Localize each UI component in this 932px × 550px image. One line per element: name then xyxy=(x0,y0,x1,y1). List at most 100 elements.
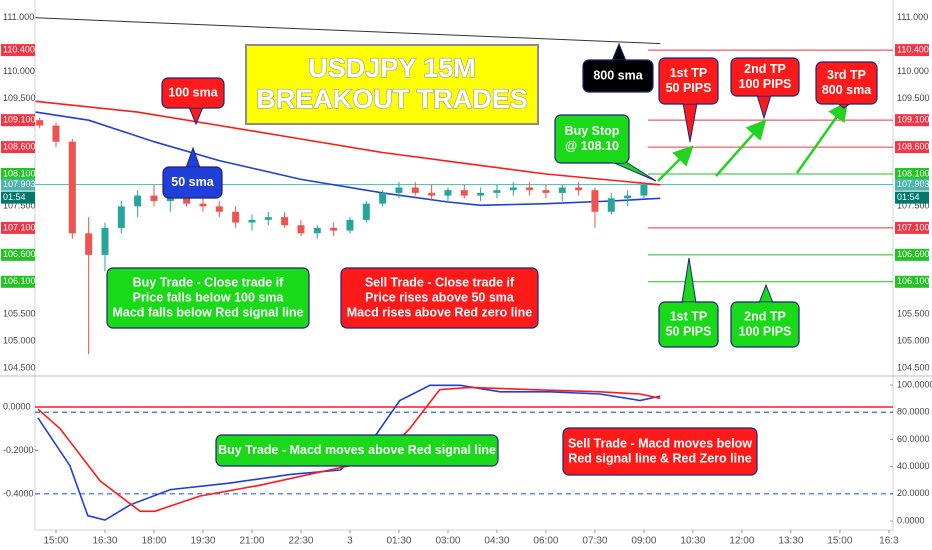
axis-label: 109.500 xyxy=(3,93,36,103)
axis-label: 104.500 xyxy=(3,362,36,372)
axis-label-background xyxy=(895,178,929,191)
candle-body xyxy=(575,187,583,191)
x-tick-label: 21:00 xyxy=(239,536,264,547)
axis-label: 108.100 xyxy=(897,168,930,178)
callout-box xyxy=(658,301,719,348)
axis-label: 107.500 xyxy=(897,201,930,211)
candle-body xyxy=(395,187,403,193)
candle-body xyxy=(607,198,615,212)
axis-label-background xyxy=(1,114,35,127)
candle-body xyxy=(150,195,158,201)
callout-text: Sell Trade - Macd moves below xyxy=(568,436,752,450)
x-tick-label: 16:30 xyxy=(92,536,117,547)
axis-label-background xyxy=(895,141,929,154)
candle-body xyxy=(313,227,321,234)
axis-label: -0.4000 xyxy=(3,488,34,498)
candle-body xyxy=(542,190,550,193)
x-tick-label: 10:30 xyxy=(680,536,705,547)
axis-label: 108.600 xyxy=(3,141,36,151)
callout-text: 2nd TP xyxy=(744,309,786,323)
candle-body xyxy=(346,219,354,231)
candle-body xyxy=(444,190,452,196)
x-tick-label: 18:00 xyxy=(141,536,166,547)
axis-label-background xyxy=(1,141,35,154)
axis-label: 40.0000 xyxy=(897,461,930,471)
axis-label: 01:54 xyxy=(897,192,920,202)
arrow xyxy=(795,100,848,174)
axis-label: 60.0000 xyxy=(897,434,930,444)
axis-label: 106.600 xyxy=(897,249,930,259)
axis-label: 107.500 xyxy=(3,201,36,211)
x-tick-label: 22:30 xyxy=(288,536,313,547)
x-tick-label: 15:00 xyxy=(827,536,852,547)
callout-text: 1st TP xyxy=(670,66,708,80)
callout-text: 50 PIPS xyxy=(666,81,712,95)
x-tick-label: 06:00 xyxy=(533,536,558,547)
axis-label: 100.0000 xyxy=(897,379,932,389)
axis-label: 109.100 xyxy=(897,115,930,125)
axis-label-background xyxy=(1,221,35,234)
axis-label: 109.100 xyxy=(3,115,36,125)
axis-label-background xyxy=(895,275,929,288)
callout-box xyxy=(106,267,310,329)
axis-label-background xyxy=(895,114,929,127)
candle-body xyxy=(85,233,93,255)
callout-text: @ 108.10 xyxy=(565,139,619,153)
line-series xyxy=(35,100,661,186)
axis-label: 0.0000 xyxy=(3,401,31,411)
axis-label: 105.500 xyxy=(3,308,36,318)
axis-label-background xyxy=(895,191,929,204)
candle-body xyxy=(509,187,517,191)
candle-body xyxy=(477,192,485,196)
axes: 104.500 104.500 105.000 105.000 105.500 105.5… xyxy=(1,12,932,547)
candle-body xyxy=(232,211,240,223)
title-line: BREAKOUT TRADES xyxy=(256,84,528,114)
axis-label-background xyxy=(895,221,929,234)
callout-box xyxy=(340,267,539,329)
candle-body xyxy=(411,187,419,193)
callout-box xyxy=(162,166,223,199)
axis-label-background xyxy=(1,248,35,261)
x-tick-label: 04:30 xyxy=(484,536,509,547)
callout-box xyxy=(658,57,719,105)
x-tick-label: 19:30 xyxy=(190,536,215,547)
callout-box xyxy=(161,77,225,109)
candle-body xyxy=(281,217,289,226)
candle-body xyxy=(362,203,370,220)
arrows xyxy=(657,100,848,182)
axis-label: 110.000 xyxy=(3,66,35,76)
axis-label-background xyxy=(895,44,929,57)
axis-label: 107.100 xyxy=(897,222,930,232)
x-tick-label: 13:30 xyxy=(778,536,803,547)
axis-label-background xyxy=(1,191,35,204)
candle-body xyxy=(215,206,223,212)
candle-body xyxy=(640,184,648,196)
callout-box xyxy=(730,301,800,348)
axis-label: 01:54 xyxy=(3,192,26,202)
axis-label: 107.100 xyxy=(3,222,36,232)
x-tick-label: 3 xyxy=(347,536,353,547)
candle-body xyxy=(101,227,109,255)
callout-text: 50 PIPS xyxy=(666,324,712,338)
candle-body xyxy=(248,219,256,223)
callout-box xyxy=(215,434,499,467)
arrow xyxy=(715,119,767,177)
callout-text: 100 PIPS xyxy=(739,77,792,91)
callout-text: Buy Trade - Close trade if xyxy=(133,275,285,289)
candle-body xyxy=(428,192,436,196)
x-tick-label: 03:00 xyxy=(435,536,460,547)
candle-body xyxy=(624,195,632,199)
callout-text: 2nd TP xyxy=(744,62,786,76)
x-tick-label: 01:30 xyxy=(386,536,411,547)
axis-label: 108.100 xyxy=(3,168,36,178)
x-tick-label: 07:30 xyxy=(582,536,607,547)
axis-label: 0.0000 xyxy=(897,515,925,525)
callout-text: Macd falls below Red signal line xyxy=(112,305,303,319)
axis-label-background xyxy=(1,275,35,288)
axis-label: 110.400 xyxy=(3,44,35,54)
callout-text: Macd rises above Red zero line xyxy=(347,305,533,319)
callout-text: 800 sma xyxy=(822,83,872,97)
x-tick-label: 16:3 xyxy=(879,536,899,547)
